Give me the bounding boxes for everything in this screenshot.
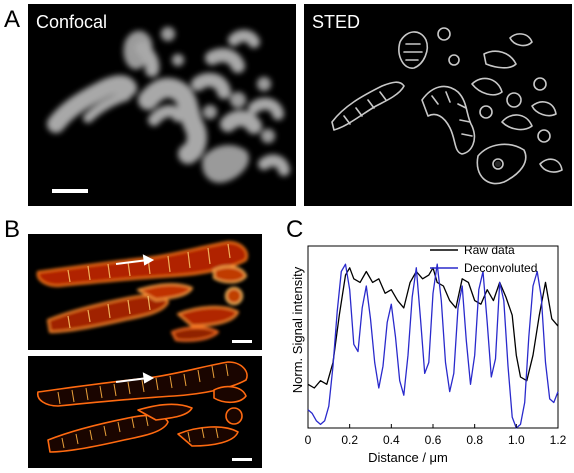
legend-label: Deconvoluted (464, 261, 537, 275)
panel-b-bottom-image (28, 356, 262, 468)
x-tick-label: 0.2 (341, 433, 358, 447)
x-tick-label: 0.6 (425, 433, 442, 447)
scale-bar (232, 340, 252, 343)
y-axis-label: Norm. Signal intensity (290, 266, 305, 393)
x-axis-label: Distance / μm (368, 450, 448, 465)
series-line-raw-data (307, 267, 559, 389)
panel-letter-b: B (4, 216, 21, 243)
sted-label: STED (312, 12, 361, 32)
scale-bar (52, 189, 88, 193)
panel-letter-a: A (4, 6, 21, 33)
x-tick-label: 0.8 (466, 433, 483, 447)
scale-bar (232, 458, 252, 461)
x-tick-label: 1.0 (508, 433, 525, 447)
intensity-profile-chart: 0 0.2 0.4 0.6 0.8 1.0 1.2 Distance / μm Norm. … (262, 210, 574, 468)
sted-image: STED (304, 4, 572, 206)
confocal-image: Confocal (28, 4, 296, 206)
legend-label: Raw data (464, 243, 515, 257)
panel-b-top-image (28, 234, 262, 350)
x-tick-label: 0 (305, 433, 312, 447)
chart-svg: 0 0.2 0.4 0.6 0.8 1.0 1.2 Distance / μm Norm. … (290, 243, 567, 465)
confocal-label: Confocal (36, 12, 108, 32)
x-tick-label: 1.2 (550, 433, 567, 447)
series-line-deconvoluted (307, 263, 559, 429)
x-tick-label: 0.4 (383, 433, 400, 447)
legend: Raw data Deconvoluted (430, 243, 537, 275)
panel-letter-c: C (286, 216, 304, 243)
